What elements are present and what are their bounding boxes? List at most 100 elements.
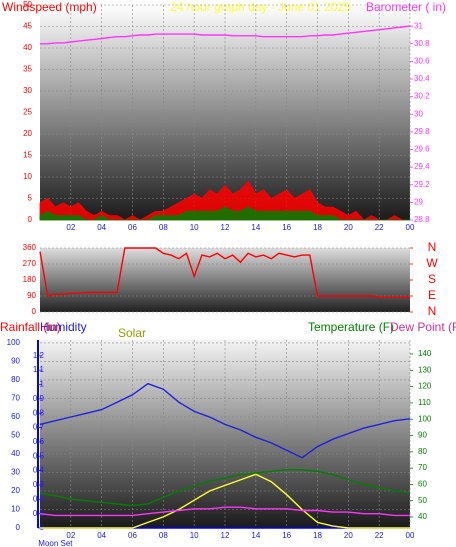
y-tick-label: 30	[11, 468, 20, 477]
y-tick-label: 20	[23, 129, 32, 138]
x-tick-label: 12	[221, 531, 230, 540]
x-tick-label: 22	[375, 223, 384, 232]
x-tick-label: 06	[128, 223, 137, 232]
series-label: Rainfall (in)	[0, 320, 61, 334]
y-tick-label: 60	[418, 480, 427, 489]
y-tick-label: 1	[40, 380, 45, 389]
y-tick-label: 70	[418, 463, 427, 472]
x-tick-label: 08	[159, 223, 168, 232]
x-tick-label: 12	[221, 223, 230, 232]
series-label: Solar	[118, 326, 146, 340]
y-tick-label: 45	[23, 22, 32, 31]
y-tick-label: 0.7	[33, 423, 45, 432]
x-tick-label: 16	[282, 531, 291, 540]
x-tick-label: 02	[66, 223, 75, 232]
x-tick-label: 22	[375, 531, 384, 540]
series-line	[40, 473, 410, 529]
series-line	[39, 506, 410, 517]
y-tick-label: 0.8	[33, 408, 45, 417]
y-tick-label: 30.8	[414, 39, 430, 48]
series-line	[40, 25, 411, 45]
y-tick-label: 0	[32, 307, 37, 316]
series-label: Temperature (F)	[308, 320, 394, 334]
x-tick-label: 02	[66, 531, 75, 540]
series-line	[39, 180, 410, 221]
x-tick-label: 16	[282, 223, 291, 232]
y-tick-label: 35	[23, 65, 32, 74]
y-tick-label: 30.6	[414, 57, 430, 66]
series-line	[39, 469, 411, 507]
x-tick-label: 18	[313, 223, 322, 232]
x-tick-label: 20	[344, 531, 353, 540]
y-tick-label: 0.9	[33, 394, 45, 403]
y-tick-label: 0.1	[33, 509, 45, 518]
y-tick-label: 90	[11, 357, 20, 366]
x-tick-label: 04	[97, 531, 106, 540]
y-tick-label: 30	[414, 109, 423, 118]
y-tick-label: 31	[414, 21, 423, 30]
y2-label: Barometer ( in)	[366, 0, 446, 14]
x-tick-label: 00	[406, 531, 415, 540]
y-tick-label: 80	[11, 375, 20, 384]
annotation: Moon Set	[38, 539, 73, 547]
x-tick-label: 04	[97, 223, 106, 232]
y-tick-label: 1.2	[33, 351, 45, 360]
y-tick-label: N	[428, 304, 437, 318]
y-tick-label: 10	[11, 505, 20, 514]
y-tick-label: 130	[418, 365, 432, 374]
y-tick-label: 50	[418, 496, 427, 505]
x-tick-label: 10	[190, 531, 199, 540]
y-label: Windspeed (mph)	[2, 0, 97, 14]
series-line	[39, 247, 410, 298]
y-tick-label: 40	[418, 512, 427, 521]
y-tick-label: 29.8	[414, 127, 430, 136]
y-tick-label: 30	[23, 86, 32, 95]
x-tick-label: 14	[251, 223, 260, 232]
y-tick-label: 28.8	[414, 215, 430, 224]
y-tick-label: 29.4	[414, 162, 430, 171]
y-tick-label: 80	[418, 447, 427, 456]
series-label: Dew Point (F)	[390, 320, 456, 334]
y-tick-label: 29.2	[414, 180, 430, 189]
chart-title: 24 hour graph day - June 01 2025	[170, 0, 351, 14]
y-tick-label: 0.6	[33, 437, 45, 446]
y-tick-label: 40	[23, 43, 32, 52]
y-tick-label: 90	[27, 291, 36, 300]
y-tick-label: 40	[11, 449, 20, 458]
y-tick-label: 0.5	[33, 451, 45, 460]
y-tick-label: 0.3	[33, 480, 45, 489]
series-line	[39, 206, 410, 221]
y-tick-label: N	[428, 240, 437, 254]
y-tick-label: 50	[11, 431, 20, 440]
y-tick-label: 120	[418, 382, 432, 391]
y-tick-label: 180	[23, 275, 37, 284]
y-tick-label: 25	[23, 108, 32, 117]
y-tick-label: E	[428, 288, 436, 302]
y-tick-label: 100	[7, 338, 21, 347]
y-tick-label: 0	[16, 523, 21, 532]
y-tick-label: 5	[28, 194, 33, 203]
series-label: Humidity	[40, 320, 87, 334]
y-tick-label: 30.2	[414, 92, 430, 101]
y-tick-label: 1.1	[33, 365, 45, 374]
y-tick-label: 0	[28, 215, 33, 224]
y-tick-label: 100	[418, 414, 432, 423]
y-tick-label: 140	[418, 349, 432, 358]
y-tick-label: 270	[23, 259, 37, 268]
y-tick-label: 29.6	[414, 145, 430, 154]
x-tick-label: 06	[128, 531, 137, 540]
y-tick-label: 50	[23, 0, 32, 9]
y-tick-label: 10	[23, 172, 32, 181]
y-tick-label: 60	[11, 412, 20, 421]
y-tick-label: 360	[23, 243, 37, 252]
y-tick-label: 70	[11, 394, 20, 403]
y-tick-label: 15	[23, 151, 32, 160]
series-line	[39, 382, 411, 459]
x-tick-label: 14	[251, 531, 260, 540]
x-tick-label: 18	[313, 531, 322, 540]
y-tick-label: 20	[11, 486, 20, 495]
x-tick-label: 08	[159, 531, 168, 540]
x-tick-label: 10	[190, 223, 199, 232]
y-tick-label: 0.2	[33, 494, 45, 503]
y-tick-label: S	[428, 272, 436, 286]
